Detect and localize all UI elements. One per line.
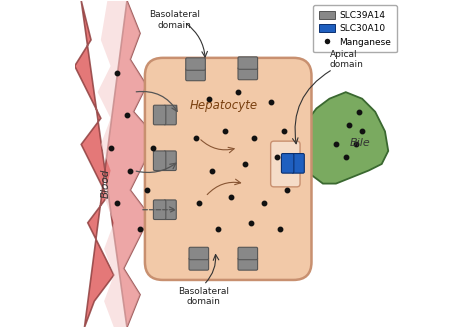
FancyBboxPatch shape bbox=[238, 57, 258, 69]
Text: Apical
domain: Apical domain bbox=[329, 50, 363, 69]
Polygon shape bbox=[98, 1, 156, 327]
FancyBboxPatch shape bbox=[189, 247, 208, 260]
FancyBboxPatch shape bbox=[153, 105, 166, 125]
FancyBboxPatch shape bbox=[164, 200, 176, 219]
FancyBboxPatch shape bbox=[292, 154, 304, 173]
Text: Blood: Blood bbox=[101, 169, 111, 198]
FancyBboxPatch shape bbox=[238, 258, 258, 270]
FancyBboxPatch shape bbox=[271, 141, 300, 187]
FancyBboxPatch shape bbox=[153, 151, 166, 171]
FancyBboxPatch shape bbox=[281, 154, 294, 173]
FancyBboxPatch shape bbox=[189, 258, 208, 270]
Text: Hepatocyte: Hepatocyte bbox=[189, 99, 258, 112]
FancyBboxPatch shape bbox=[153, 200, 166, 219]
FancyBboxPatch shape bbox=[164, 105, 176, 125]
Text: Bile: Bile bbox=[350, 138, 371, 148]
Text: Basolateral
domain: Basolateral domain bbox=[149, 10, 200, 30]
FancyBboxPatch shape bbox=[145, 58, 311, 280]
FancyBboxPatch shape bbox=[186, 68, 205, 81]
FancyBboxPatch shape bbox=[238, 67, 258, 80]
FancyBboxPatch shape bbox=[186, 58, 205, 70]
Legend: SLC39A14, SLC30A10, Manganese: SLC39A14, SLC30A10, Manganese bbox=[313, 5, 397, 52]
FancyBboxPatch shape bbox=[164, 151, 176, 171]
FancyBboxPatch shape bbox=[238, 247, 258, 260]
Text: Basolateral
domain: Basolateral domain bbox=[178, 287, 229, 306]
Polygon shape bbox=[303, 92, 388, 184]
Polygon shape bbox=[75, 1, 156, 327]
